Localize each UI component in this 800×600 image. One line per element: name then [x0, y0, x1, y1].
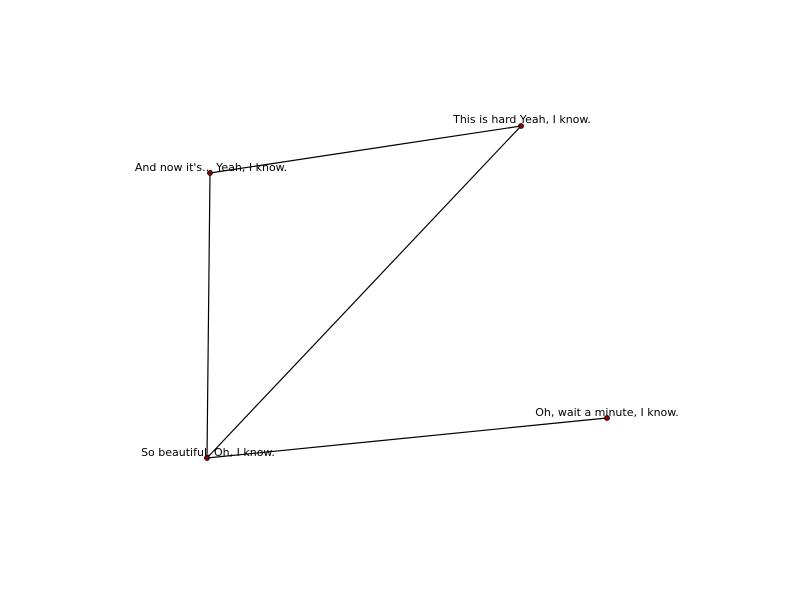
- node-n2: [207, 170, 213, 176]
- node-label-n2: And now it's... Yeah, I know.: [135, 161, 287, 174]
- node-label-n3: So beautiful. Oh, I know.: [141, 446, 275, 459]
- edges-layer: [206, 125, 608, 459]
- labels-layer: This is hard Yeah, I know. And now it's.…: [135, 113, 679, 459]
- edge-n3-n4: [206, 417, 608, 459]
- node-label-n4: Oh, wait a minute, I know.: [535, 406, 679, 419]
- edge-n3-n1: [206, 125, 522, 459]
- node-n4: [604, 415, 610, 421]
- edge-n2-n1: [209, 125, 522, 174]
- node-label-n1: This is hard Yeah, I know.: [452, 113, 591, 126]
- nodes-layer: [204, 123, 610, 461]
- node-n1: [518, 123, 524, 129]
- edge-n2-n3: [206, 172, 211, 459]
- node-n3: [204, 455, 210, 461]
